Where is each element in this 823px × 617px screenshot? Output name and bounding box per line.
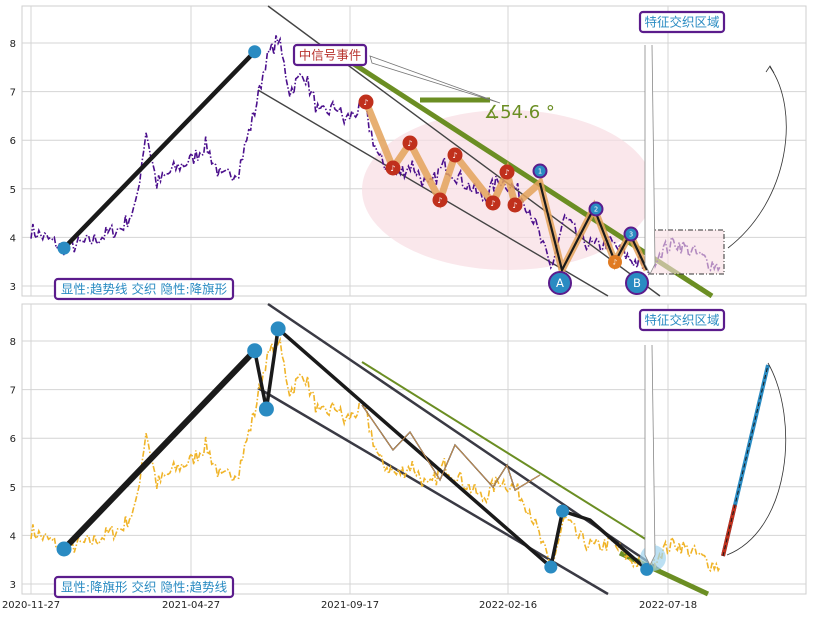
region-badge-top-text: 特征交织区域	[644, 15, 719, 30]
signal-badge-text: 中信号事件	[299, 48, 362, 63]
peak-point	[248, 45, 262, 59]
numbered-marker-2	[588, 201, 604, 217]
x-axis: 2020-11-27 2021-04-27 2021-09-17 2022-02-16…	[2, 600, 697, 611]
x-tick-label: 2022-07-18	[639, 600, 697, 611]
note-marker	[385, 160, 401, 176]
region-pointer-bottom	[644, 344, 656, 566]
note-marker-label: ♪	[490, 199, 495, 208]
region-badge-bottom: 特征交织区域	[638, 308, 726, 332]
y-tick-label: 8	[10, 337, 16, 348]
up-leg-line	[62, 50, 257, 250]
region-badge-bottom-box	[638, 308, 726, 332]
pole-line	[61, 348, 257, 552]
note-marker-orange	[608, 255, 622, 269]
signal-badge: 中信号事件	[292, 43, 368, 67]
y-tick-label: 4	[10, 233, 16, 244]
projection-arrowhead	[765, 65, 775, 74]
point-b	[625, 271, 649, 295]
footer-badge-bottom: 显性:降旗形 交织 隐性:趋势线	[53, 575, 235, 599]
y-tick-label: 3	[10, 282, 16, 293]
point-a	[548, 271, 572, 295]
footer-badge-top-box	[53, 277, 235, 301]
footer-badge-bottom-box	[53, 575, 235, 599]
pattern-point	[544, 560, 558, 574]
note-marker-label: ♪	[363, 98, 368, 107]
note-marker-label: ♪	[407, 139, 412, 148]
projection-arc	[726, 362, 787, 556]
region-badge-top: 特征交织区域	[638, 10, 726, 34]
signal-badge-box	[292, 43, 368, 67]
pattern-point	[270, 321, 286, 337]
green-guide-line	[361, 361, 656, 546]
y-tick-label: 3	[10, 580, 16, 591]
pattern-point	[556, 504, 570, 518]
note-marker-orange-label: ♪	[613, 258, 618, 267]
region-badge-top-box	[638, 10, 726, 34]
y-tick-label: 7	[10, 88, 16, 99]
y-tick-label: 7	[10, 386, 16, 397]
note-marker	[499, 164, 515, 180]
x-tick-label: 2020-11-27	[2, 600, 60, 611]
note-marker	[432, 192, 448, 208]
projection-leg-dash	[722, 364, 769, 557]
numbered-marker-2-label: 2	[594, 205, 598, 213]
numbered-marker-1	[532, 163, 548, 179]
note-marker	[485, 195, 501, 211]
note-marker	[507, 197, 523, 213]
point-b-label: B	[633, 276, 641, 290]
top-panel: 3 4 5 6 7 8 ♪ ♪ ♪ ♪ ♪ ♪ ♪ ♪ ♪ 1 2 3 A B ∡54.6 ° 中信号事件 特征交织区域显性…	[10, 5, 807, 301]
y-tick-label: 5	[10, 185, 16, 196]
numbered-marker-3-label: 3	[629, 230, 633, 238]
pattern-point	[640, 562, 654, 576]
numbered-marker-1-label: 1	[538, 167, 542, 175]
point-a-label: A	[556, 276, 564, 290]
y-tick-label: 5	[10, 483, 16, 494]
footer-badge-top-text: 显性:趋势线 交织 隐性:降旗形	[61, 282, 228, 297]
footer-badge-bottom-text: 显性:降旗形 交织 隐性:趋势线	[61, 580, 228, 595]
angle-label: ∡54.6 °	[484, 102, 555, 123]
note-marker-label: ♪	[504, 168, 509, 177]
note-marker	[358, 94, 374, 110]
price-line-gold	[30, 335, 721, 577]
y-tick-label: 4	[10, 531, 16, 542]
x-tick-label: 2021-09-17	[321, 600, 379, 611]
lower-flag-line	[257, 386, 609, 596]
note-marker-label: ♪	[452, 151, 457, 160]
y-tick-label: 6	[10, 136, 16, 147]
note-marker-label: ♪	[437, 196, 442, 205]
start-point	[57, 241, 71, 255]
pattern-point	[247, 343, 263, 359]
feature-region-box	[647, 229, 725, 275]
y-tick-label: 8	[10, 39, 16, 50]
note-marker-label: ♪	[512, 201, 517, 210]
wave-outline-inner	[361, 404, 541, 491]
note-marker	[402, 135, 418, 151]
footer-badge-top: 显性:趋势线 交织 隐性:降旗形	[53, 277, 235, 301]
flag-pattern-line	[252, 325, 648, 571]
pattern-point	[56, 541, 72, 557]
x-tick-label: 2021-04-27	[162, 600, 220, 611]
signal-callout-pointer	[369, 55, 501, 104]
pattern-point	[258, 401, 274, 417]
note-marker-label: ♪	[390, 164, 395, 173]
region-pointer	[644, 44, 656, 275]
region-badge-bottom-text: 特征交织区域	[644, 313, 719, 328]
projection-arrow	[727, 66, 787, 249]
x-tick-label: 2022-02-16	[479, 600, 537, 611]
numbered-marker-3	[623, 226, 639, 242]
y-tick-label: 6	[10, 434, 16, 445]
note-marker	[447, 147, 463, 163]
